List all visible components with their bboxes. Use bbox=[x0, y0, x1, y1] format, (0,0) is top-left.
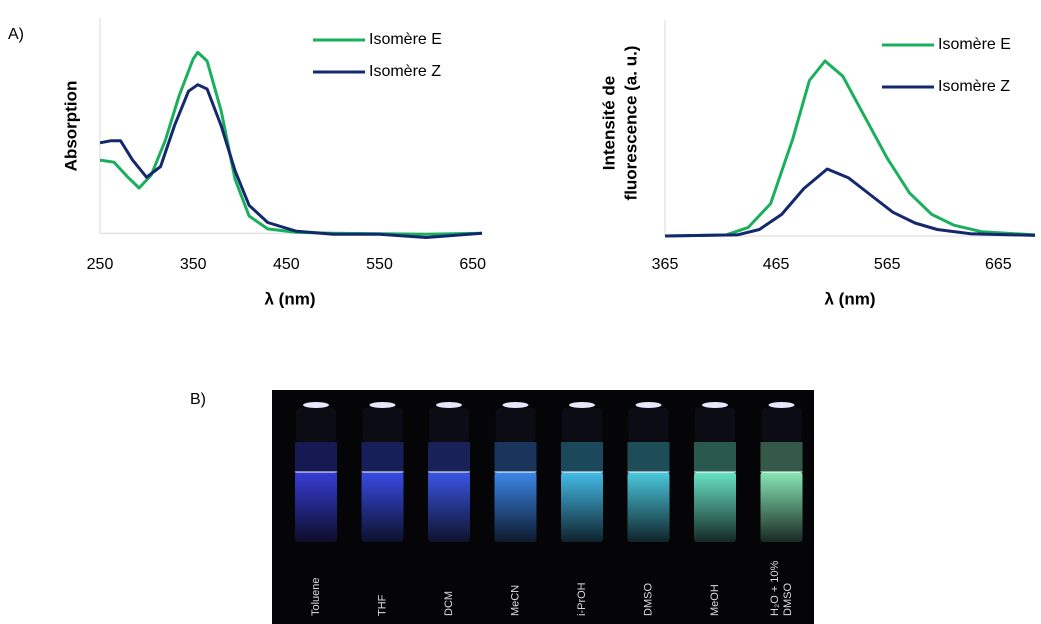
vial-glass bbox=[627, 442, 670, 472]
vial-liquid bbox=[694, 472, 736, 542]
vial-cap bbox=[495, 408, 536, 442]
line bbox=[99, 83, 483, 239]
vial-glare bbox=[303, 402, 329, 408]
legend-label: Isomère E bbox=[369, 31, 442, 48]
vial-cap bbox=[562, 408, 602, 442]
vial-glass bbox=[760, 442, 803, 472]
x-tick-label: 465 bbox=[763, 256, 790, 273]
y-axis-title: Intensité de bbox=[599, 76, 618, 170]
panel-label: B) bbox=[190, 391, 206, 408]
legend-label: Isomère Z bbox=[369, 63, 441, 80]
vial-liquid bbox=[295, 472, 337, 542]
legend-label: Isomère E bbox=[938, 36, 1011, 53]
line bbox=[664, 59, 1036, 238]
vial-label: DCM bbox=[443, 591, 455, 616]
vial-glare bbox=[702, 402, 728, 408]
vial-label: DMSO bbox=[642, 583, 654, 616]
vial-liquid bbox=[561, 472, 603, 542]
vial-liquid bbox=[494, 472, 537, 542]
vial-label: i-PrOH bbox=[576, 582, 588, 616]
legend-label: Isomère Z bbox=[938, 78, 1010, 95]
y-axis-title: fluorescence (a. u.) bbox=[621, 46, 640, 201]
vial-glare bbox=[502, 402, 529, 408]
y-axis-title: Absorption bbox=[61, 81, 80, 172]
vial-cap bbox=[761, 408, 802, 442]
vial-liquid bbox=[361, 472, 404, 542]
line bbox=[664, 167, 1036, 238]
vial-glass bbox=[428, 442, 470, 472]
vial-label: THF bbox=[376, 594, 388, 616]
vial-glass bbox=[494, 442, 537, 472]
x-axis-title: λ (nm) bbox=[825, 289, 876, 308]
vial-glare bbox=[436, 402, 462, 408]
vial-label: MeOH bbox=[709, 584, 721, 616]
x-tick-label: 365 bbox=[652, 256, 679, 273]
vial-cap bbox=[362, 408, 403, 442]
vial-label: H₂O + 10% bbox=[769, 560, 781, 616]
vial-label: MeCN bbox=[509, 585, 521, 616]
vial-cap bbox=[296, 408, 336, 442]
vial-liquid bbox=[428, 472, 470, 542]
vial-glass bbox=[561, 442, 603, 472]
x-tick-label: 650 bbox=[459, 256, 486, 273]
vial-glass bbox=[295, 442, 337, 472]
vial-glare bbox=[369, 402, 396, 408]
vial-cap bbox=[429, 408, 469, 442]
x-tick-label: 665 bbox=[985, 256, 1012, 273]
vial-glass bbox=[361, 442, 404, 472]
x-tick-label: 450 bbox=[273, 256, 300, 273]
vial-liquid bbox=[760, 472, 803, 542]
panel-label: A) bbox=[8, 26, 24, 43]
vial-label: DMSO bbox=[782, 583, 794, 616]
vial-cap bbox=[628, 408, 669, 442]
x-tick-label: 250 bbox=[87, 256, 114, 273]
x-tick-label: 550 bbox=[366, 256, 393, 273]
vial-glass bbox=[694, 442, 736, 472]
vial-label: Toluene bbox=[310, 577, 322, 616]
vial-liquid bbox=[627, 472, 670, 542]
vial-glare bbox=[569, 402, 595, 408]
vial-cap bbox=[695, 408, 735, 442]
vial-glare bbox=[635, 402, 662, 408]
x-tick-label: 565 bbox=[874, 256, 901, 273]
x-axis-title: λ (nm) bbox=[265, 289, 316, 308]
vial-glare bbox=[768, 402, 795, 408]
x-tick-label: 350 bbox=[180, 256, 207, 273]
